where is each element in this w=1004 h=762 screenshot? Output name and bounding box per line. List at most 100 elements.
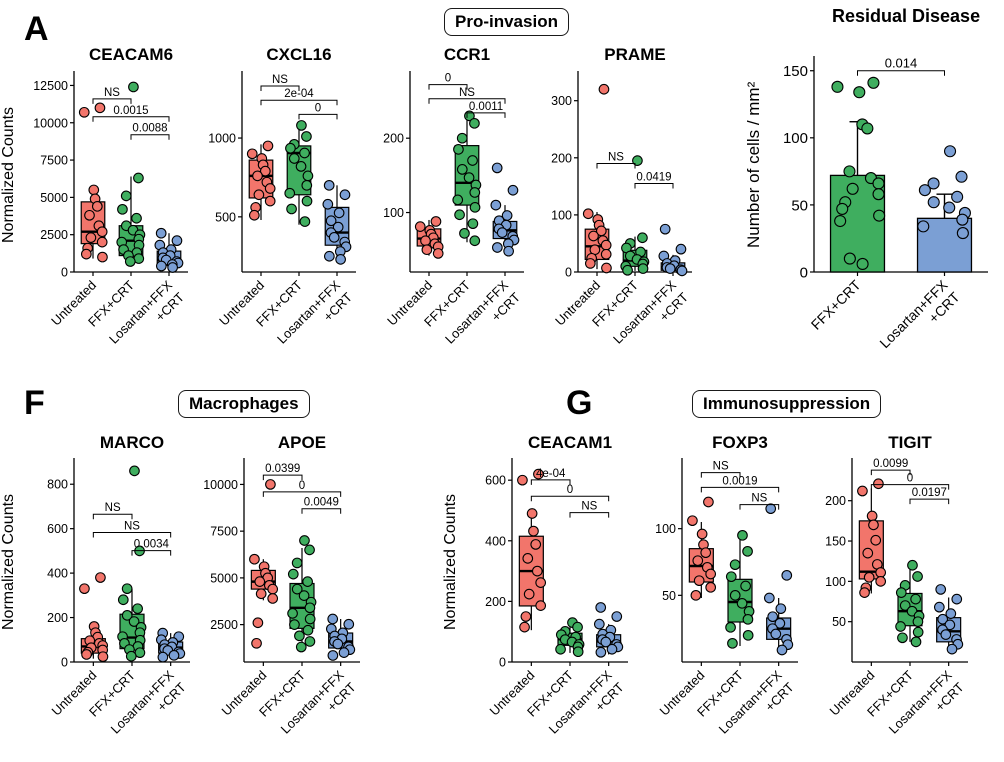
significance-bracket: [739, 504, 780, 510]
data-point: [97, 651, 109, 663]
significance-bracket: [92, 98, 132, 104]
y-tick-label: 100: [825, 575, 846, 589]
data-point: [531, 565, 543, 577]
data-point: [781, 569, 793, 581]
data-point: [469, 235, 481, 247]
significance-label: 0.0049: [304, 497, 339, 509]
y-tick-label: 800: [47, 478, 68, 492]
data-point: [432, 248, 444, 259]
y-tick-label: 100: [655, 522, 676, 536]
data-point: [530, 539, 542, 550]
data-point: [600, 248, 612, 260]
data-point: [935, 584, 947, 595]
data-point: [742, 613, 754, 625]
data-point: [299, 535, 310, 546]
data-point: [522, 553, 534, 564]
plot-title: CCR1: [444, 45, 490, 64]
data-point: [454, 209, 465, 221]
significance-bracket: [700, 486, 780, 493]
data-point: [168, 649, 180, 661]
plot-title: TIGIT: [888, 433, 932, 452]
significance-label: 0.0197: [912, 487, 947, 499]
significance-bracket: [530, 479, 571, 485]
significance-bracket: [260, 99, 338, 106]
significance-label: NS: [124, 520, 140, 532]
data-point: [918, 184, 931, 197]
data-point: [897, 632, 908, 644]
y-tick-label: 100: [551, 208, 572, 222]
data-point: [507, 184, 519, 196]
panel-g-label: G: [566, 384, 593, 422]
data-point: [125, 650, 137, 662]
data-point: [765, 503, 777, 515]
significance-label: NS: [751, 493, 767, 505]
y-tick-label: 500: [215, 210, 236, 224]
data-point: [291, 557, 303, 569]
significance-label: 0.0015: [113, 105, 148, 117]
chart-marco: 0200400600800UntreatedFFX+CRTLosartan+FF…: [47, 433, 190, 737]
data-point: [606, 643, 618, 655]
data-point: [325, 215, 337, 227]
panel-f-plots: 0 200 400 600 800 Untreated FFX+CRT Losartan+FF…: [28, 428, 368, 762]
data-point: [856, 257, 869, 270]
data-point: [868, 519, 879, 531]
significance-label: NS: [104, 87, 120, 99]
data-point: [251, 637, 262, 649]
chart-ccr1: 100200UntreatedFFX+CRTLosartan+FFX+CRT0N…: [383, 45, 524, 347]
data-point: [742, 545, 753, 557]
plot-title: FOXP3: [712, 433, 768, 452]
y-tick-label: 400: [47, 567, 68, 581]
chart-foxp3: 50100UntreatedFFX+CRTLosartan+FFX+CRTNS0…: [655, 433, 798, 737]
significance-bracket: [301, 508, 342, 514]
significance-label: 0: [907, 473, 913, 485]
panel-a-y-axis-label: Normalized Counts: [0, 106, 17, 244]
data-point: [492, 242, 503, 253]
data-point: [327, 613, 339, 625]
data-point: [632, 155, 643, 167]
significance-label: 0.014: [885, 56, 918, 71]
data-point: [675, 243, 687, 255]
data-point: [155, 227, 167, 239]
data-point: [128, 616, 140, 627]
data-point: [863, 571, 875, 583]
data-point: [291, 583, 303, 595]
significance-bracket: [298, 113, 338, 120]
data-point: [287, 568, 299, 580]
data-point: [85, 232, 97, 244]
data-point: [866, 510, 878, 522]
chart-ceacam6: 02500500075001000012500UntreatedFFX+CRTL…: [33, 45, 188, 347]
significance-label: 0.0011: [469, 101, 503, 113]
y-tick-label: 0: [61, 656, 68, 670]
data-point: [703, 496, 714, 508]
y-tick-label: 100: [783, 130, 808, 147]
significance-label: 4e-04: [536, 468, 566, 480]
y-tick-label: 0: [61, 266, 68, 280]
panel-f-y-axis-label: Normalized Counts: [0, 493, 17, 631]
residual-disease-title: Residual Disease: [832, 6, 981, 26]
data-point: [523, 588, 535, 600]
data-point: [729, 559, 741, 571]
data-point: [327, 650, 339, 661]
data-point: [875, 576, 887, 587]
data-point: [253, 189, 265, 201]
data-point: [259, 165, 271, 177]
data-point: [97, 251, 108, 263]
plot-title: APOE: [278, 433, 326, 452]
significance-bracket: [857, 70, 945, 76]
plot-title: PRAME: [604, 45, 665, 64]
data-point: [770, 628, 782, 640]
data-point: [910, 593, 921, 605]
chart-tigit: 50100150200UntreatedFFX+CRTLosartan+FFX+…: [825, 433, 968, 737]
data-point: [775, 603, 787, 615]
data-point: [776, 644, 788, 656]
data-point: [420, 235, 431, 247]
significance-bracket: [92, 513, 133, 520]
data-point: [414, 221, 426, 233]
data-point: [600, 636, 612, 648]
data-point: [595, 646, 607, 658]
y-tick-label: 200: [485, 595, 506, 609]
data-point: [298, 590, 310, 601]
data-point: [729, 589, 741, 601]
data-point: [834, 214, 847, 228]
data-point: [80, 248, 92, 260]
